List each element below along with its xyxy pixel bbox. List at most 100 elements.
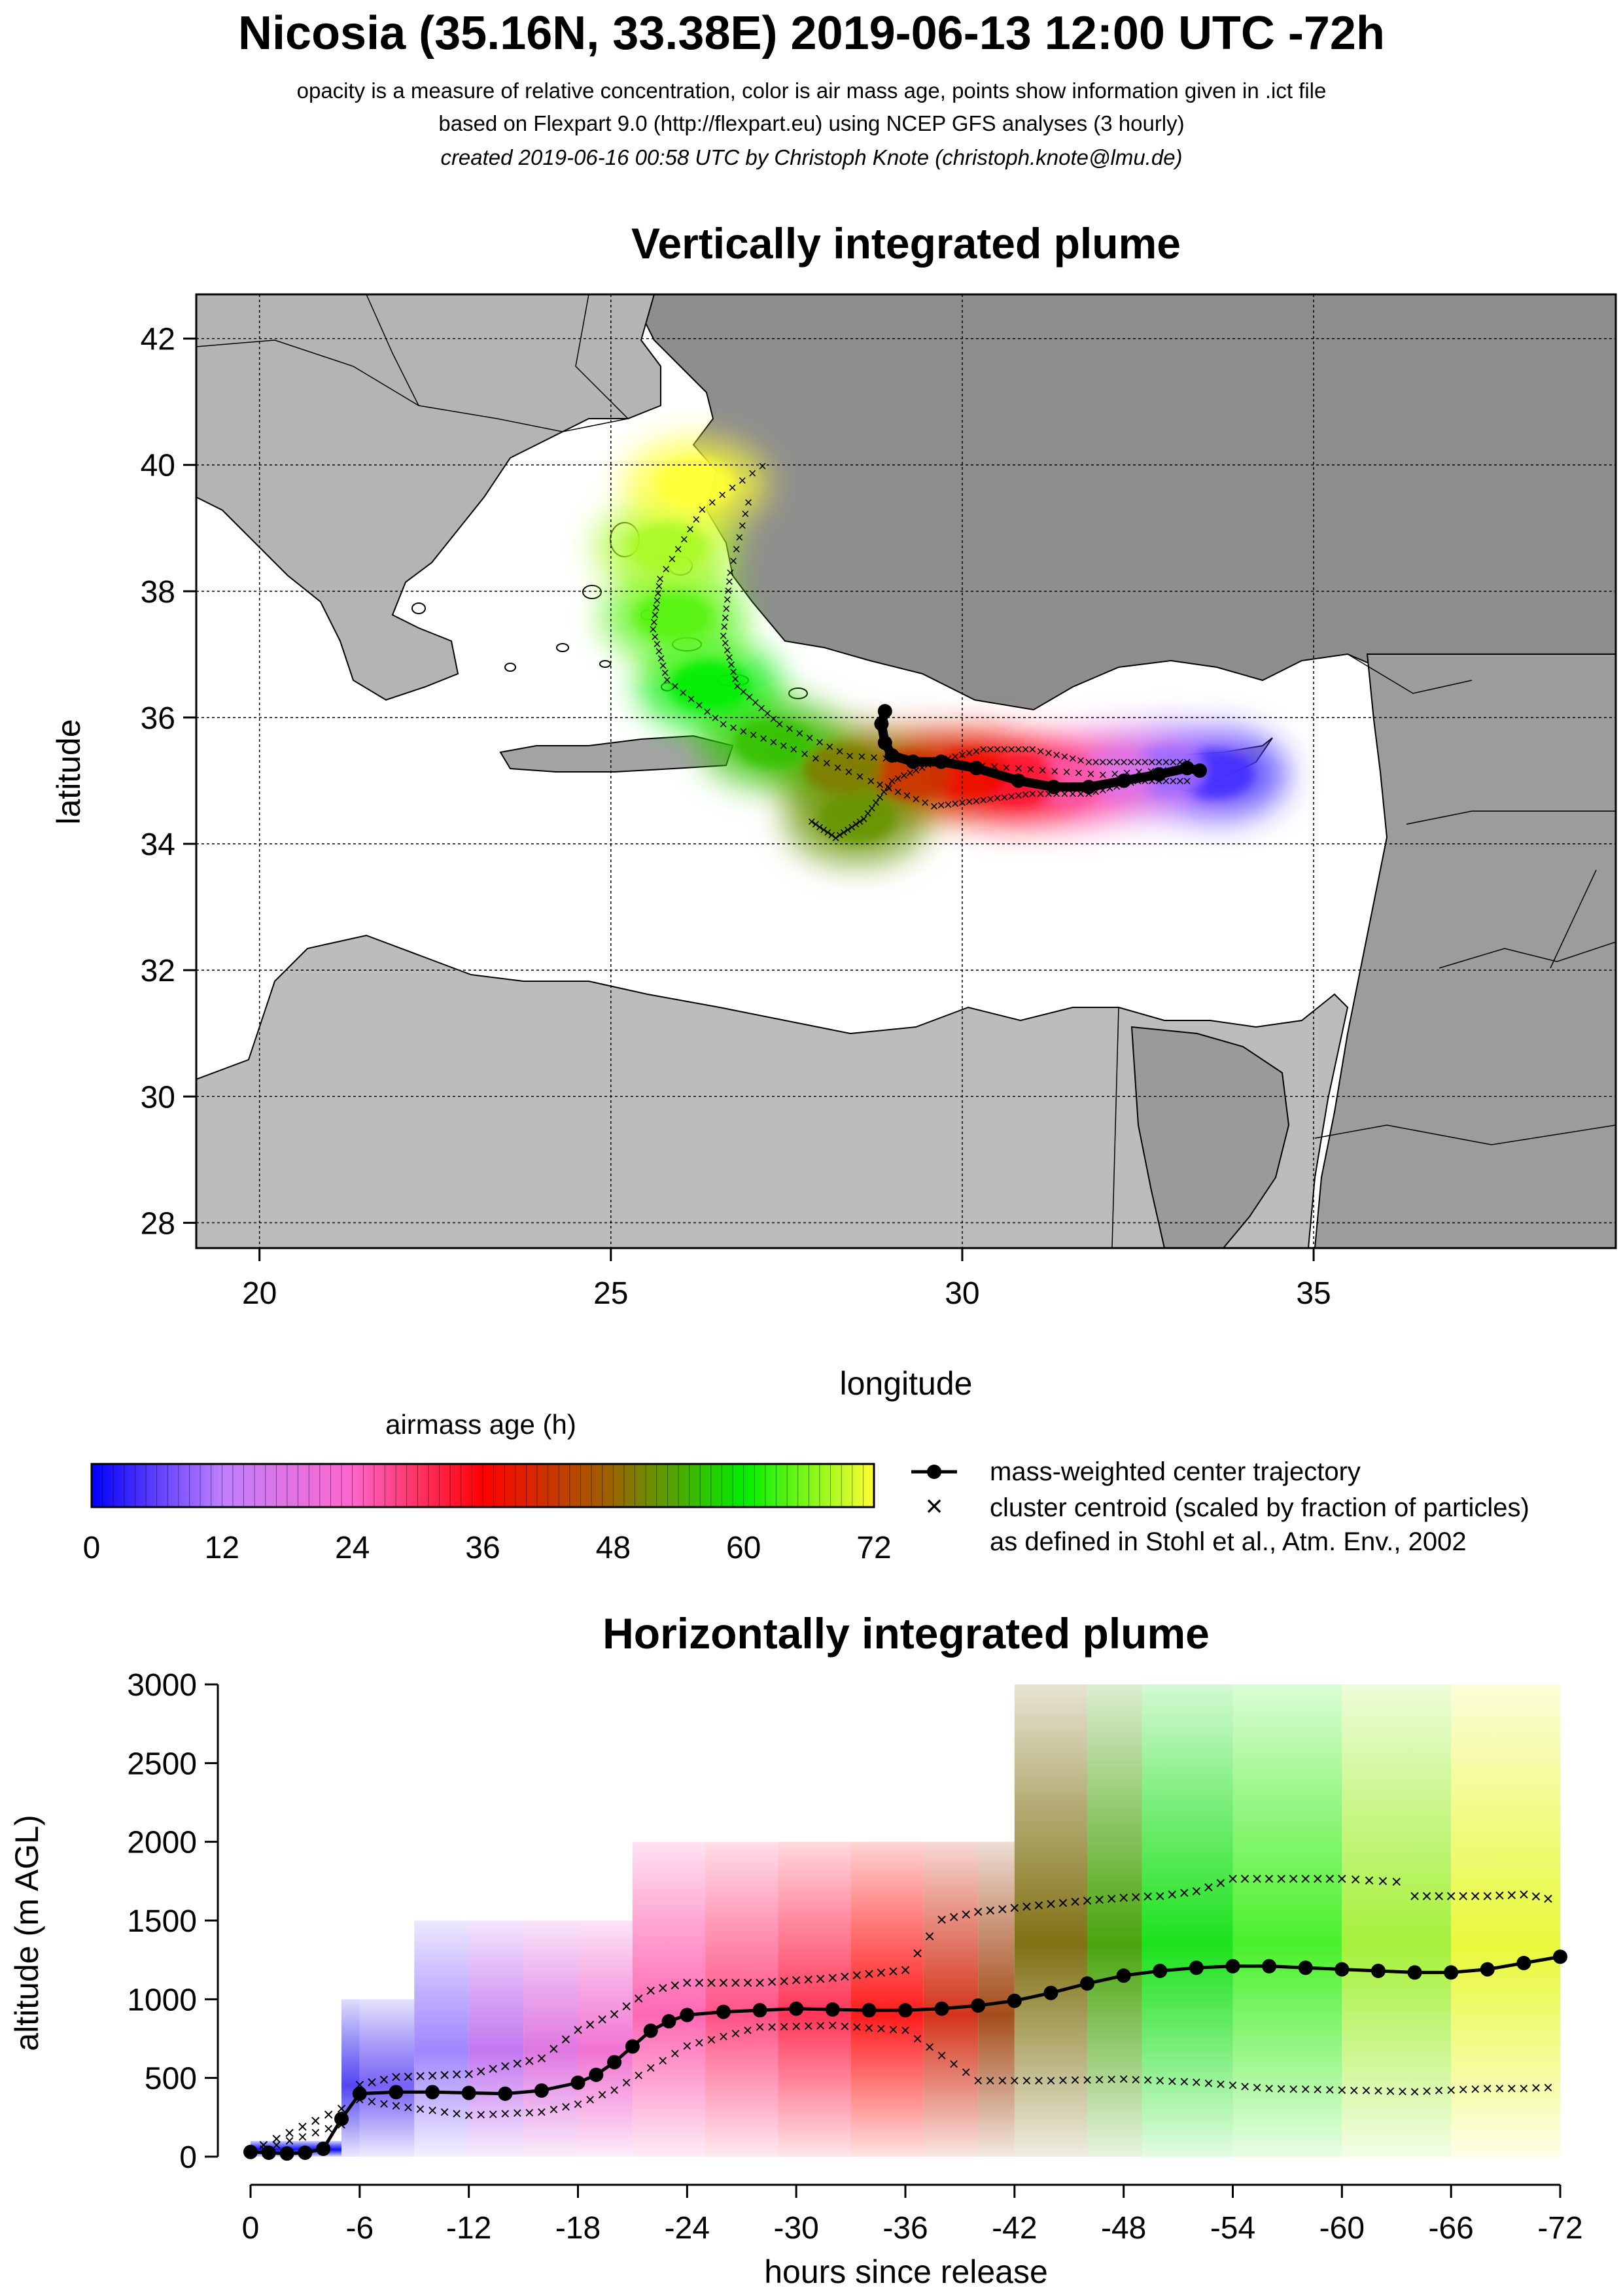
profile-trajectory-point (534, 2083, 549, 2098)
profile-y-tick-label: 500 (145, 2062, 197, 2096)
profile-cluster-upper: × (985, 1900, 996, 1921)
map-cluster-centroid: × (744, 494, 753, 510)
colorbar-title: airmass age (h) (385, 1409, 576, 1440)
profile-cluster-upper: × (500, 2056, 510, 2076)
profile-cluster-lower: × (924, 2037, 934, 2057)
map-cluster-centroid: × (679, 684, 688, 701)
map-cluster-centroid: × (725, 650, 733, 666)
map-cluster-centroid: × (912, 791, 920, 807)
map-cluster-centroid: × (729, 553, 738, 569)
profile-cluster-upper: × (1482, 1886, 1493, 1906)
profile-cluster-lower: × (792, 2016, 801, 2036)
profile-cluster-lower: × (549, 2100, 559, 2119)
profile-cluster-upper: × (1288, 1868, 1299, 1888)
map-cluster-centroid: × (1007, 741, 1016, 757)
map-y-tick-label: 40 (141, 449, 175, 483)
profile-cluster-lower: × (1361, 2081, 1371, 2100)
profile-cluster-upper: × (1446, 1886, 1456, 1906)
profile-trajectory-point (1516, 1955, 1531, 1970)
profile-cluster-lower: × (1082, 2070, 1092, 2089)
map-cluster-centroid: × (958, 746, 967, 763)
profile-trajectory-point (1407, 1965, 1422, 1980)
profile-cluster-upper: × (900, 1960, 911, 1980)
map-cluster-centroid: × (680, 531, 688, 548)
map-cluster-centroid: × (986, 791, 994, 807)
legend-line-entry: mass-weighted center trajectory (911, 1457, 1361, 1486)
profile-cluster-lower: × (658, 2051, 668, 2070)
profile-cluster-lower: × (682, 2036, 692, 2056)
profile-trajectory-point (279, 2146, 294, 2161)
profile-x-tick-label: -72 (1537, 2211, 1582, 2246)
map-cluster-centroid: × (1106, 754, 1114, 771)
profile-band (705, 1841, 778, 2157)
profile-y-axis-label: altitude (m AGL) (9, 1815, 45, 2051)
map-cluster-centroid: × (1060, 748, 1069, 765)
profile-cluster-upper: × (391, 2067, 401, 2087)
profile-trajectory-point (625, 2039, 640, 2054)
map-cluster-centroid: × (993, 741, 1002, 757)
profile-cluster-lower: × (1495, 2079, 1505, 2098)
map-cluster-centroid: × (900, 767, 909, 784)
map-cluster-centroid: × (745, 689, 754, 705)
profile-cluster-lower: × (427, 2100, 437, 2120)
profile-cluster-upper: × (1264, 1868, 1274, 1888)
map-cluster-centroid: × (731, 671, 740, 687)
profile-cluster-upper: × (451, 2064, 462, 2085)
profile-cluster-upper: × (427, 2065, 438, 2085)
profile-band (1232, 1684, 1342, 2157)
profile-cluster-lower: × (311, 2123, 321, 2142)
profile-band (778, 1841, 851, 2157)
profile-cluster-upper: × (1106, 1888, 1117, 1909)
profile-cluster-lower: × (585, 2089, 595, 2109)
map-trajectory-point (1046, 780, 1061, 795)
profile-cluster-lower: × (285, 2131, 294, 2151)
profile-cluster-lower: × (452, 2104, 462, 2123)
profile-cluster-lower: × (985, 2070, 995, 2090)
map-cluster-centroid: × (695, 697, 703, 714)
profile-band (341, 1999, 360, 2157)
profile-cluster-upper: × (439, 2064, 449, 2085)
profile-cluster-upper: × (1034, 1895, 1044, 1915)
profile-cluster-upper: × (1155, 1886, 1165, 1906)
profile-cluster-upper: × (924, 1926, 935, 1947)
profile-cluster-upper: × (888, 1961, 898, 1981)
profile-trajectory-point (643, 2023, 658, 2038)
profile-cluster-lower: × (767, 2017, 777, 2036)
map-cluster-centroid: × (663, 672, 671, 688)
map-cluster-centroid: × (1068, 750, 1077, 767)
map-cluster-centroid: × (652, 600, 660, 616)
profile-cluster-lower: × (561, 2097, 570, 2117)
profile-trajectory-point (1553, 1949, 1567, 1964)
map-cluster-centroid: × (1044, 745, 1053, 761)
profile-trajectory-point (716, 2004, 731, 2019)
profile-trajectory-point (352, 2086, 367, 2101)
map-cluster-centroid: × (951, 795, 960, 812)
profile-cluster-lower: × (694, 2033, 704, 2053)
profile-x-tick-label: -48 (1101, 2211, 1146, 2246)
profile-cluster-lower: × (403, 2097, 413, 2117)
profile-cluster-lower: × (1543, 2078, 1553, 2097)
profile-trajectory-point (498, 2086, 513, 2101)
map-cluster-centroid: × (1014, 788, 1022, 804)
profile-trajectory-point (389, 2085, 404, 2100)
map-trajectory-point (1117, 773, 1132, 788)
map-cluster-centroid: × (894, 784, 902, 800)
map-cluster-centroid: × (668, 551, 676, 567)
profile-cluster-upper: × (1167, 1884, 1178, 1904)
map-frame (195, 293, 1617, 1249)
profile-cluster-lower: × (597, 2085, 607, 2104)
map-cluster-centroid: × (1176, 773, 1185, 789)
profile-cluster-upper: × (323, 2104, 334, 2125)
profile-trajectory-point (680, 2008, 695, 2023)
map-trajectory-point (1081, 780, 1096, 795)
profile-cluster-upper: × (1350, 1870, 1361, 1890)
profile-cluster-upper: × (1130, 1887, 1141, 1907)
map-trajectory-point (874, 716, 889, 731)
map-cluster-centroid: × (888, 773, 896, 789)
profile-cluster-lower: × (367, 2092, 377, 2112)
profile-cluster-upper: × (1070, 1892, 1080, 1912)
map-cluster-centroid: × (657, 650, 665, 667)
profile-cluster-upper: × (1009, 1898, 1020, 1918)
map-cluster-centroid: × (1036, 743, 1045, 759)
profile-cluster-upper: × (1470, 1886, 1480, 1906)
